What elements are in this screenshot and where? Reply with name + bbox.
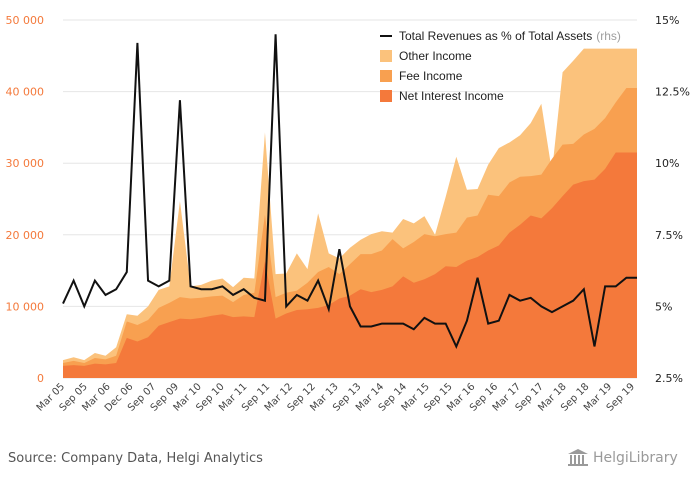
library-building-icon [568, 449, 588, 466]
right-axis-tick-label: 7.5% [655, 229, 683, 242]
left-axis-tick-label: 50 000 [6, 14, 45, 27]
left-axis-tick-label: 30 000 [6, 157, 45, 170]
legend-label: Fee Income [399, 69, 463, 83]
right-axis-tick-label: 15% [655, 14, 679, 27]
legend-label: Net Interest Income [399, 89, 504, 103]
legend-label: Total Revenues as % of Total Assets [399, 29, 593, 43]
legend-swatch [380, 90, 392, 102]
legend-suffix: (rhs) [596, 29, 621, 43]
helgi-library-logo: HelgiLibrary [567, 449, 678, 467]
right-axis-tick-label: 12.5% [655, 86, 690, 99]
legend-item-total-revenues: Total Revenues as % of Total Assets (rhs… [380, 26, 621, 46]
left-axis-tick-label: 20 000 [6, 229, 45, 242]
legend-swatch [380, 70, 392, 82]
left-axis-tick-label: 0 [37, 372, 44, 385]
legend-label: Other Income [399, 49, 472, 63]
right-axis-tick-label: 10% [655, 157, 679, 170]
right-axis-tick-label: 5% [655, 300, 672, 313]
legend-item-net-interest-income: Net Interest Income [380, 86, 621, 106]
line-series [62, 34, 637, 349]
legend-item-fee-income: Fee Income [380, 66, 621, 86]
source-note: Source: Company Data, Helgi Analytics [8, 451, 263, 466]
legend-swatch [380, 50, 392, 62]
line-total-revenues-pct-assets [62, 34, 637, 349]
legend-line-swatch [380, 35, 392, 37]
legend-item-other-income: Other Income [380, 46, 621, 66]
left-axis-tick-label: 10 000 [6, 300, 45, 313]
right-axis-tick-label: 2.5% [655, 372, 683, 385]
legend: Total Revenues as % of Total Assets (rhs… [380, 26, 621, 106]
logo-text: HelgiLibrary [593, 450, 678, 466]
left-axis-tick-label: 40 000 [6, 86, 45, 99]
